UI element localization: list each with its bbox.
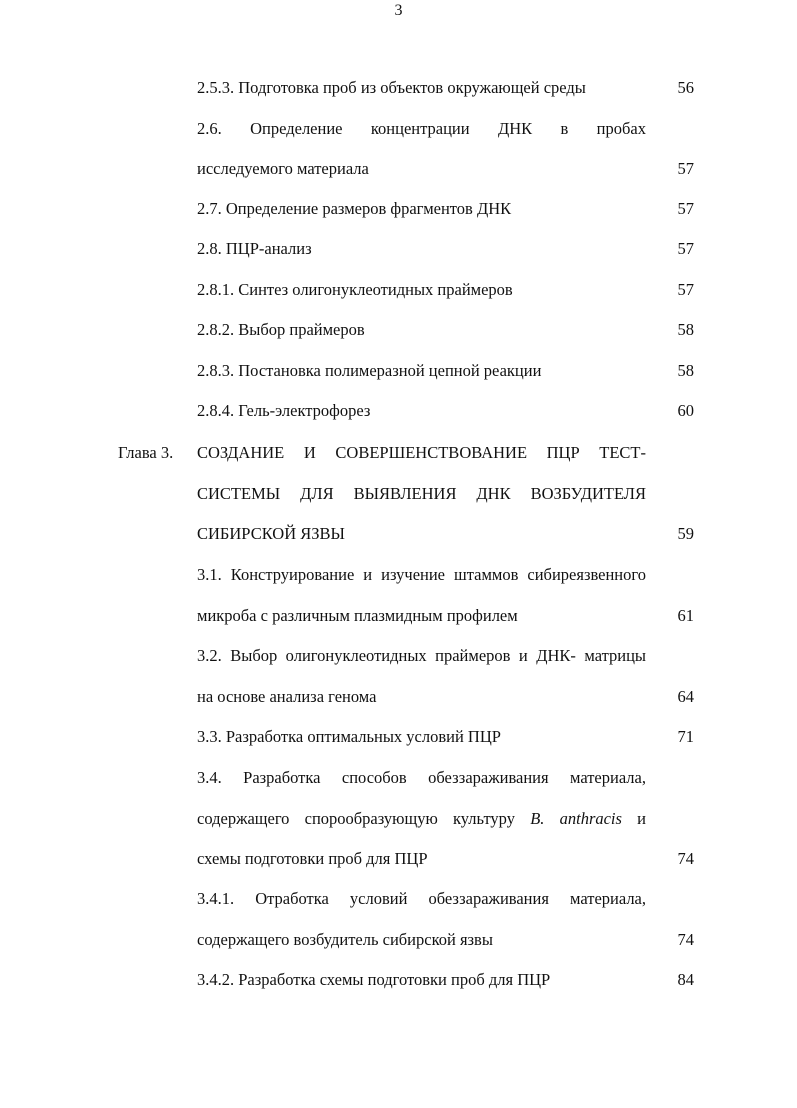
toc-page: 59 bbox=[677, 524, 695, 543]
toc-chapter-3-title-end: СИБИРСКОЙ ЯЗВЫ bbox=[197, 524, 345, 543]
toc-entry-3-4-cont: содержащего спорообразующую культуру B. … bbox=[197, 808, 646, 830]
toc-entry-3-4-end: схемы подготовки проб для ПЦР bbox=[197, 849, 428, 868]
toc-page: 61 bbox=[677, 606, 695, 625]
toc-entry-3-4-1-cont: содержащего возбудитель сибирской язвы bbox=[197, 930, 493, 949]
toc-page: 58 bbox=[677, 361, 695, 380]
toc-entry-3-4-2: 3.4.2. Разработка схемы подготовки проб … bbox=[197, 970, 551, 989]
toc-entry-2-6-cont: исследуемого материала bbox=[197, 159, 369, 178]
toc-entry-2-6: 2.6. Определение концентрации ДНК в проб… bbox=[197, 119, 646, 138]
toc-page: 57 bbox=[677, 199, 695, 218]
toc-entry-3-2-cont: на основе анализа генома bbox=[197, 687, 377, 706]
text: содержащего спорообразующую культуру bbox=[197, 809, 515, 828]
text: и bbox=[637, 809, 647, 828]
toc-entry-3-3: 3.3. Разработка оптимальных условий ПЦР bbox=[197, 727, 501, 746]
toc-entry-2-8-1: 2.8.1. Синтез олигонуклеотидных праймеро… bbox=[197, 280, 513, 299]
toc-page: 74 bbox=[677, 930, 695, 949]
toc-chapter-3-title-cont: СИСТЕМЫ ДЛЯ ВЫЯВЛЕНИЯ ДНК ВОЗБУДИТЕЛЯ bbox=[197, 484, 646, 503]
toc-entry-3-4-1: 3.4.1. Отработка условий обеззараживания… bbox=[197, 889, 646, 908]
toc-entry-3-1-cont: микроба с различным плазмидным профилем bbox=[197, 606, 518, 625]
toc-page: 58 bbox=[677, 320, 695, 339]
toc-entry-2-8-2: 2.8.2. Выбор праймеров bbox=[197, 320, 365, 339]
chapter-label: Глава 3. bbox=[118, 443, 174, 462]
toc-entry-2-8-4: 2.8.4. Гель-электрофорез bbox=[197, 401, 371, 420]
toc-page: 64 bbox=[677, 687, 695, 706]
toc-page: 57 bbox=[677, 280, 695, 299]
species-name: B. anthracis bbox=[530, 809, 622, 828]
toc-entry-2-5-3: 2.5.3. Подготовка проб из объектов окруж… bbox=[197, 78, 586, 97]
toc-chapter-3-title: СОЗДАНИЕ И СОВЕРШЕНСТВОВАНИЕ ПЦР ТЕСТ- bbox=[197, 443, 646, 462]
page-number: 3 bbox=[394, 2, 403, 19]
toc-page: 57 bbox=[677, 239, 695, 258]
toc-entry-2-8-3: 2.8.3. Постановка полимеразной цепной ре… bbox=[197, 361, 542, 380]
toc-page: 57 bbox=[677, 159, 695, 178]
toc-entry-3-4: 3.4. Разработка способов обеззараживания… bbox=[197, 768, 646, 787]
toc-page: 56 bbox=[677, 78, 695, 97]
toc-entry-2-8: 2.8. ПЦР-анализ bbox=[197, 239, 312, 258]
toc-entry-3-2: 3.2. Выбор олигонуклеотидных праймеров и… bbox=[197, 646, 646, 665]
toc-page: 84 bbox=[677, 970, 695, 989]
toc-page: 71 bbox=[677, 727, 695, 746]
toc-page: 60 bbox=[677, 401, 695, 420]
toc-entry-3-1: 3.1. Конструирование и изучение штаммов … bbox=[197, 565, 646, 584]
toc-page: 74 bbox=[677, 849, 695, 868]
toc-entry-2-7: 2.7. Определение размеров фрагментов ДНК bbox=[197, 199, 512, 218]
